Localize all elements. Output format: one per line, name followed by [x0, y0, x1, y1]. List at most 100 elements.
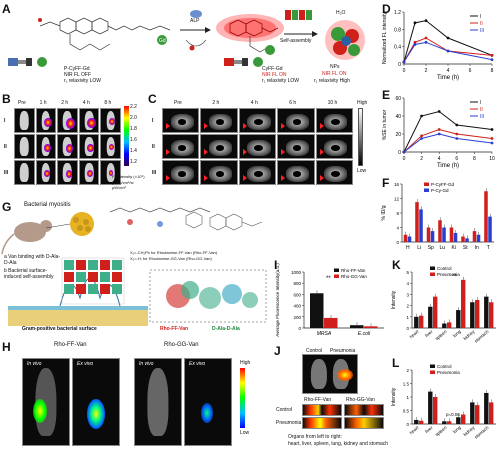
legend-item: Rho-FF-Van — [334, 268, 366, 273]
x-tick-label: heart — [409, 424, 421, 435]
c-mri-cell — [277, 108, 315, 133]
nanoparticles-icon — [325, 20, 365, 60]
data-point — [446, 49, 450, 53]
binding-detail-illustration — [166, 281, 258, 309]
bar — [415, 202, 419, 242]
bar — [488, 216, 492, 242]
mri-spine — [292, 145, 302, 152]
panel-label-f: F — [382, 176, 390, 190]
bar-group: E.coli — [350, 322, 378, 337]
c-col-label: Pre — [174, 100, 182, 106]
mri-spine — [177, 171, 187, 178]
probe3-fl: NIR FL ON — [322, 71, 347, 77]
panel-label-h: H — [2, 340, 11, 354]
data-point — [402, 150, 406, 154]
series-II: II — [402, 107, 494, 154]
x-tick-label: 6 — [469, 68, 472, 74]
bar — [430, 231, 435, 242]
panel-label-l: L — [392, 356, 400, 370]
fl-signal — [65, 118, 75, 129]
c-mri-cell — [277, 160, 315, 185]
probe-cyff-gd-structure — [216, 14, 284, 55]
legend-item: Rho-GG-Van — [334, 274, 367, 279]
legend-swatch — [430, 272, 435, 276]
legend-label: II — [480, 107, 483, 113]
b-image-cell — [78, 160, 100, 185]
b-image-cell — [78, 134, 100, 159]
x-tick-label: liver — [424, 329, 434, 338]
c-mri-cell — [315, 134, 353, 159]
mri-spine — [331, 145, 340, 152]
legend-label: II — [480, 21, 483, 27]
bar — [426, 227, 431, 242]
j-organs-ff-control — [302, 404, 342, 416]
h-low-label: Low — [240, 430, 250, 436]
mri-spine — [177, 145, 187, 152]
panel-label-a: A — [2, 2, 11, 16]
bar — [310, 293, 324, 328]
x-tick-label: In — [475, 245, 479, 251]
bar — [461, 414, 466, 424]
bar — [350, 325, 364, 328]
significance-marker: ** — [326, 276, 331, 282]
data-point — [424, 19, 428, 23]
bar-group: Li — [415, 199, 423, 251]
panel-label-k: K — [392, 258, 401, 272]
bar-group: Ki — [449, 224, 458, 251]
bar — [453, 232, 458, 242]
tumor-arrow-icon — [281, 175, 286, 182]
tumor-arrow-icon — [204, 149, 209, 156]
c-mri-cell — [200, 134, 238, 159]
bar — [489, 402, 494, 424]
fl-signal — [44, 144, 51, 152]
bar — [419, 420, 424, 424]
bar-group: T — [484, 188, 492, 251]
x-tick-label: St — [463, 245, 468, 251]
series-line — [403, 128, 493, 153]
c-col-label: 4 h — [250, 100, 258, 106]
significance-marker: ** — [452, 274, 457, 280]
probe2-name: CyFF-Gd — [262, 66, 283, 72]
tumor-arrow-icon — [166, 123, 170, 130]
mri-spine — [177, 119, 187, 126]
y-tick-label: 0 — [406, 422, 409, 427]
legend-label: Rho-GG-Van — [341, 274, 367, 279]
data-point — [424, 40, 428, 44]
tumor-arrow-icon — [281, 149, 286, 156]
y-tick-label: 60 — [395, 96, 401, 102]
b-col-label: 2 h — [61, 100, 69, 106]
c-mri-cell — [315, 108, 353, 133]
fl-signal — [108, 170, 114, 176]
fl-signal — [65, 170, 73, 178]
legend-label: I — [480, 14, 481, 20]
y-tick-label: 200 — [293, 315, 301, 320]
b-scale-tick: 2.2 — [130, 104, 137, 110]
x-tick-label: spleen — [434, 425, 448, 438]
mri-spine — [292, 171, 302, 178]
bar — [484, 296, 489, 328]
y-tick-label: 4 — [406, 281, 409, 286]
chart-d: 0 2 4 6 8 0 0.4 0.8 1.2 Time (h) Normalized FL int… — [382, 10, 494, 81]
bar-group: In — [472, 228, 481, 251]
mouse-illustration — [1, 220, 52, 255]
y-axis-label: Intensity — [391, 387, 397, 406]
x-tick-label: Ki — [452, 245, 456, 251]
legend-label: Control — [437, 266, 452, 271]
c-mri-cell — [162, 160, 200, 185]
fl-signal — [87, 118, 96, 129]
bar — [442, 227, 446, 242]
b-row-label: III — [4, 170, 9, 176]
bar-group: heart — [409, 416, 424, 435]
legend-label: III — [480, 114, 484, 120]
x-tick-label: MRSA — [317, 331, 332, 337]
data-point — [490, 141, 494, 145]
j-organs-ff-pneumonia — [302, 417, 342, 429]
legend-swatch — [430, 266, 435, 270]
y-tick-label: 0 — [398, 62, 401, 68]
x-tick-label: 8 — [491, 68, 494, 74]
probe-1-icon — [8, 57, 47, 67]
legend-swatch — [430, 364, 435, 368]
y-tick-label: 16 — [394, 182, 400, 187]
y-tick-label: 3 — [406, 292, 409, 297]
